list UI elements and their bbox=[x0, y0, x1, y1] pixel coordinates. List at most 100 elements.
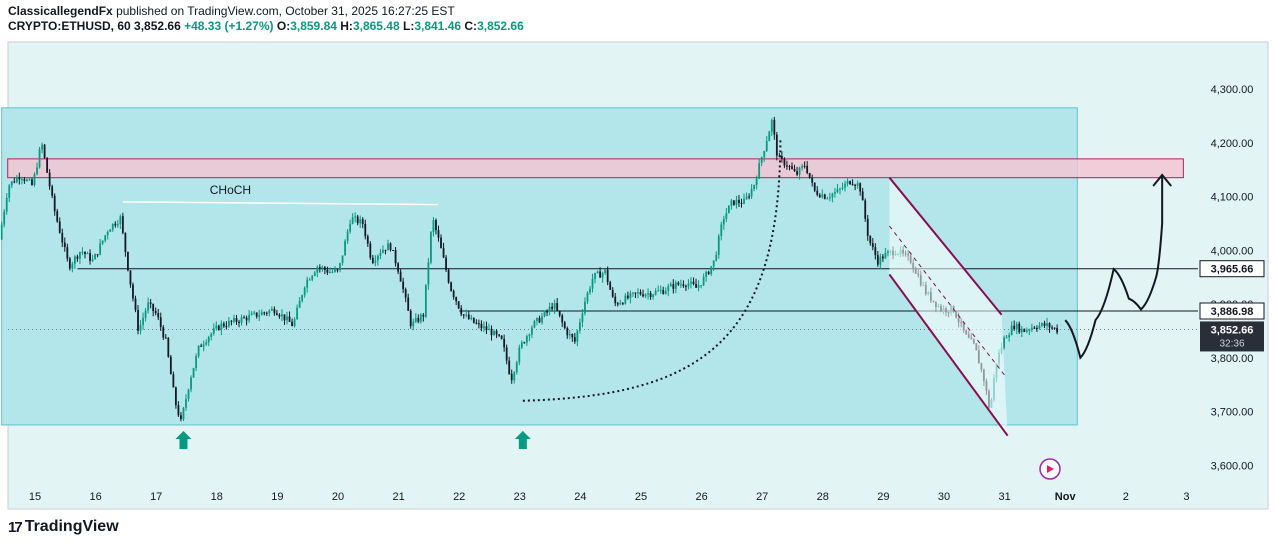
candle-body bbox=[318, 267, 321, 269]
candle-body bbox=[51, 186, 54, 196]
candle-body bbox=[1025, 330, 1028, 332]
candle-body bbox=[525, 336, 528, 343]
candle-body bbox=[417, 317, 420, 322]
symbol-label[interactable]: CRYPTO:ETHUSD, 60 bbox=[8, 19, 131, 33]
candle-body bbox=[725, 213, 728, 219]
candle-body bbox=[331, 271, 334, 273]
candle-body bbox=[58, 221, 61, 233]
candle-body bbox=[41, 144, 43, 150]
candle-body bbox=[697, 285, 700, 288]
replay-icon[interactable] bbox=[1039, 458, 1061, 480]
candle-body bbox=[763, 151, 766, 158]
candle-body bbox=[182, 407, 185, 420]
x-tick-label: 29 bbox=[877, 491, 889, 503]
candle-body bbox=[316, 267, 319, 273]
candle-body bbox=[465, 314, 468, 316]
candle-body bbox=[152, 303, 155, 312]
low-arrow-icon bbox=[175, 431, 192, 449]
candle-body bbox=[233, 317, 235, 322]
candle-body bbox=[818, 194, 821, 198]
candle-body bbox=[392, 249, 394, 251]
candle-body bbox=[727, 205, 730, 214]
candle-body bbox=[99, 243, 102, 255]
candle-body bbox=[387, 243, 389, 251]
last-price: 3,852.66 bbox=[134, 19, 181, 33]
level-badge-3886: 3,886.98 bbox=[1211, 306, 1254, 318]
candle-body bbox=[611, 289, 614, 297]
candle-body bbox=[177, 405, 180, 416]
candle-body bbox=[498, 334, 500, 336]
candle-body bbox=[520, 342, 523, 348]
candle-body bbox=[263, 312, 266, 314]
candle-body bbox=[609, 282, 612, 290]
candle-body bbox=[427, 262, 430, 285]
candle-body bbox=[46, 157, 49, 173]
candle-body bbox=[485, 326, 488, 331]
low-label: L: bbox=[403, 19, 415, 33]
candle-body bbox=[20, 179, 23, 181]
candle-body bbox=[222, 323, 225, 327]
candle-body bbox=[788, 166, 791, 168]
price-badges-layer: 3,965.66 3,886.98 3,852.66 32:36 bbox=[1199, 260, 1265, 352]
candle-body bbox=[1015, 323, 1018, 330]
candle-body bbox=[1033, 327, 1036, 329]
candle-body bbox=[220, 323, 223, 330]
candle-body bbox=[190, 377, 192, 390]
level-badge-bg bbox=[1199, 302, 1265, 320]
candle-body bbox=[682, 284, 685, 286]
chart-header: ClassicallegendFx published on TradingVi… bbox=[8, 4, 524, 34]
candle-body bbox=[442, 248, 445, 258]
candle-body bbox=[225, 326, 228, 328]
candle-body bbox=[887, 251, 889, 253]
candle-body bbox=[614, 296, 617, 304]
candle-body bbox=[33, 174, 36, 185]
candle-body bbox=[424, 284, 427, 317]
candle-body bbox=[705, 271, 708, 277]
candle-body bbox=[96, 254, 99, 256]
x-tick-label: 22 bbox=[453, 491, 465, 503]
choch-label: CHoCH bbox=[210, 183, 251, 197]
candle-body bbox=[717, 235, 720, 255]
choch-line bbox=[122, 201, 438, 206]
tradingview-logo[interactable]: 17 TradingView bbox=[8, 518, 119, 536]
candle-body bbox=[308, 279, 311, 281]
candle-body bbox=[775, 134, 778, 156]
candle-body bbox=[197, 345, 200, 356]
candle-body bbox=[5, 197, 8, 212]
candle-body bbox=[750, 188, 753, 197]
candle-body bbox=[1028, 329, 1031, 331]
candle-body bbox=[132, 284, 134, 299]
candle-body bbox=[306, 279, 309, 288]
current-price-badge: 3,852.66 bbox=[1211, 324, 1254, 336]
candle-body bbox=[475, 322, 478, 324]
candle-body bbox=[169, 356, 172, 375]
candle-body bbox=[690, 281, 692, 284]
candle-body bbox=[366, 236, 369, 244]
candle-body bbox=[412, 321, 415, 327]
candle-body bbox=[1046, 323, 1048, 326]
candle-body bbox=[881, 256, 884, 259]
candle-body bbox=[430, 232, 432, 263]
channel-fill bbox=[889, 177, 1008, 436]
candle-body bbox=[457, 301, 460, 309]
candle-body bbox=[669, 284, 672, 287]
candle-body bbox=[205, 342, 208, 345]
candle-body bbox=[202, 344, 205, 347]
candle-body bbox=[846, 181, 849, 184]
candle-body bbox=[652, 294, 655, 297]
x-tick-label: 20 bbox=[332, 491, 344, 503]
candle-body bbox=[508, 360, 511, 374]
candle-body bbox=[270, 309, 273, 311]
author-name[interactable]: ClassicallegendFx bbox=[8, 4, 113, 18]
y-tick-label: 4,000.00 bbox=[1211, 245, 1254, 257]
candle-body bbox=[856, 183, 859, 187]
candle-body bbox=[187, 389, 190, 399]
candle-body bbox=[720, 224, 723, 236]
candle-body bbox=[15, 177, 18, 183]
candle-body bbox=[753, 184, 756, 189]
candle-body bbox=[606, 269, 609, 283]
candle-body bbox=[26, 179, 28, 181]
candle-body bbox=[851, 184, 854, 186]
open-value: 3,859.84 bbox=[290, 19, 337, 33]
